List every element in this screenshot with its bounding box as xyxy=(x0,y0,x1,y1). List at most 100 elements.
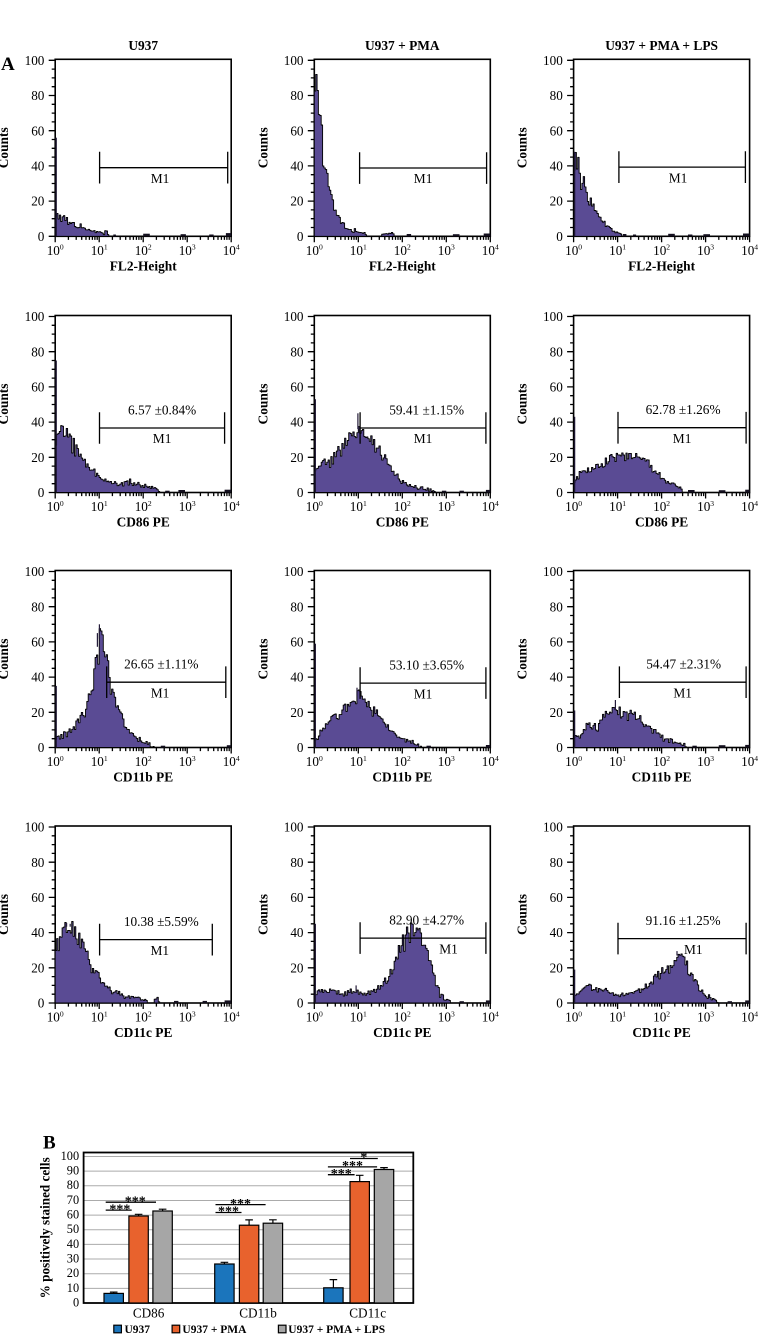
svg-text:80: 80 xyxy=(290,344,304,359)
svg-text:80: 80 xyxy=(550,599,564,614)
svg-text:0: 0 xyxy=(297,485,304,500)
svg-text:0: 0 xyxy=(38,996,45,1011)
svg-text:102: 102 xyxy=(135,499,152,514)
svg-text:70: 70 xyxy=(67,1193,79,1207)
svg-text:103: 103 xyxy=(179,243,196,258)
svg-text:***: *** xyxy=(342,1159,363,1174)
svg-text:60: 60 xyxy=(31,635,45,650)
svg-text:40: 40 xyxy=(290,670,304,685)
svg-text:0: 0 xyxy=(38,485,45,500)
svg-text:40: 40 xyxy=(290,415,304,430)
svg-text:Counts: Counts xyxy=(0,639,11,680)
svg-text:10.38 ±5.59%: 10.38 ±5.59% xyxy=(124,914,199,929)
svg-text:101: 101 xyxy=(350,243,367,258)
svg-text:26.65 ±1.11%: 26.65 ±1.11% xyxy=(124,657,198,672)
svg-text:103: 103 xyxy=(179,1009,196,1024)
svg-text:100: 100 xyxy=(284,564,304,579)
svg-text:104: 104 xyxy=(482,243,499,258)
svg-text:80: 80 xyxy=(31,88,45,103)
svg-text:Counts: Counts xyxy=(255,384,270,425)
svg-text:CD11b: CD11b xyxy=(239,1306,277,1321)
svg-text:100: 100 xyxy=(306,499,323,514)
svg-text:40: 40 xyxy=(290,925,304,940)
svg-text:80: 80 xyxy=(550,88,564,103)
svg-text:20: 20 xyxy=(550,194,564,209)
svg-text:60: 60 xyxy=(31,123,45,138)
svg-text:M1: M1 xyxy=(153,431,172,446)
svg-text:102: 102 xyxy=(653,1009,670,1024)
svg-text:53.10 ±3.65%: 53.10 ±3.65% xyxy=(389,657,464,672)
svg-text:20: 20 xyxy=(31,960,45,975)
svg-text:0: 0 xyxy=(38,229,45,244)
svg-text:20: 20 xyxy=(31,705,45,720)
svg-text:U937 + PMA: U937 + PMA xyxy=(182,1324,247,1336)
svg-text:20: 20 xyxy=(31,194,45,209)
svg-text:103: 103 xyxy=(179,754,196,769)
svg-text:100: 100 xyxy=(47,754,64,769)
svg-text:80: 80 xyxy=(31,855,45,870)
svg-text:CD86 PE: CD86 PE xyxy=(635,515,688,530)
svg-text:100: 100 xyxy=(543,309,563,324)
svg-text:Counts: Counts xyxy=(255,894,270,935)
svg-text:60: 60 xyxy=(550,890,564,905)
svg-text:100: 100 xyxy=(306,1009,323,1024)
svg-text:CD11b PE: CD11b PE xyxy=(632,770,692,785)
svg-text:U937 + PMA + LPS: U937 + PMA + LPS xyxy=(288,1324,385,1336)
svg-text:10: 10 xyxy=(67,1281,79,1295)
svg-text:Counts: Counts xyxy=(0,894,11,935)
svg-text:CD11c PE: CD11c PE xyxy=(114,1025,172,1040)
svg-text:20: 20 xyxy=(550,450,564,465)
svg-text:60: 60 xyxy=(550,380,564,395)
svg-text:100: 100 xyxy=(284,53,304,68)
svg-text:54.47 ±2.31%: 54.47 ±2.31% xyxy=(646,657,721,672)
svg-text:M1: M1 xyxy=(673,685,692,700)
svg-text:40: 40 xyxy=(31,925,45,940)
svg-text:101: 101 xyxy=(91,1009,108,1024)
svg-text:20: 20 xyxy=(290,705,304,720)
svg-text:104: 104 xyxy=(741,499,758,514)
svg-text:103: 103 xyxy=(179,499,196,514)
svg-text:% positively stained cells: % positively stained cells xyxy=(38,1157,53,1298)
svg-text:103: 103 xyxy=(438,243,455,258)
svg-text:40: 40 xyxy=(550,670,564,685)
svg-text:U937 + PMA + LPS: U937 + PMA + LPS xyxy=(605,38,718,53)
svg-text:100: 100 xyxy=(47,499,64,514)
svg-text:91.16 ±1.25%: 91.16 ±1.25% xyxy=(646,913,721,928)
svg-text:101: 101 xyxy=(609,243,626,258)
svg-text:80: 80 xyxy=(31,344,45,359)
svg-text:30: 30 xyxy=(67,1251,79,1265)
svg-text:M1: M1 xyxy=(414,431,433,446)
svg-text:CD86 PE: CD86 PE xyxy=(117,515,170,530)
svg-text:60: 60 xyxy=(290,890,304,905)
svg-text:50: 50 xyxy=(67,1222,79,1236)
svg-text:40: 40 xyxy=(31,415,45,430)
svg-text:CD86 PE: CD86 PE xyxy=(376,515,429,530)
svg-text:40: 40 xyxy=(550,415,564,430)
svg-text:0: 0 xyxy=(297,229,304,244)
svg-text:100: 100 xyxy=(565,1009,582,1024)
svg-text:100: 100 xyxy=(25,309,45,324)
svg-text:60: 60 xyxy=(31,890,45,905)
svg-text:101: 101 xyxy=(91,243,108,258)
svg-text:***: *** xyxy=(109,1202,130,1217)
svg-text:80: 80 xyxy=(290,88,304,103)
svg-text:M1: M1 xyxy=(439,941,458,956)
svg-text:100: 100 xyxy=(306,243,323,258)
svg-text:101: 101 xyxy=(91,499,108,514)
svg-text:101: 101 xyxy=(350,1009,367,1024)
svg-text:CD11c PE: CD11c PE xyxy=(632,1025,690,1040)
svg-text:101: 101 xyxy=(609,754,626,769)
svg-text:102: 102 xyxy=(653,754,670,769)
svg-text:Counts: Counts xyxy=(515,384,530,425)
svg-text:100: 100 xyxy=(47,1009,64,1024)
svg-text:M1: M1 xyxy=(673,431,692,446)
svg-text:CD11b PE: CD11b PE xyxy=(113,770,173,785)
svg-text:80: 80 xyxy=(290,599,304,614)
svg-text:*: * xyxy=(360,1151,367,1166)
svg-text:102: 102 xyxy=(135,754,152,769)
svg-text:0: 0 xyxy=(556,229,563,244)
svg-text:FL2-Height: FL2-Height xyxy=(369,258,436,273)
svg-text:100: 100 xyxy=(543,564,563,579)
svg-text:103: 103 xyxy=(697,1009,714,1024)
svg-text:80: 80 xyxy=(550,344,564,359)
